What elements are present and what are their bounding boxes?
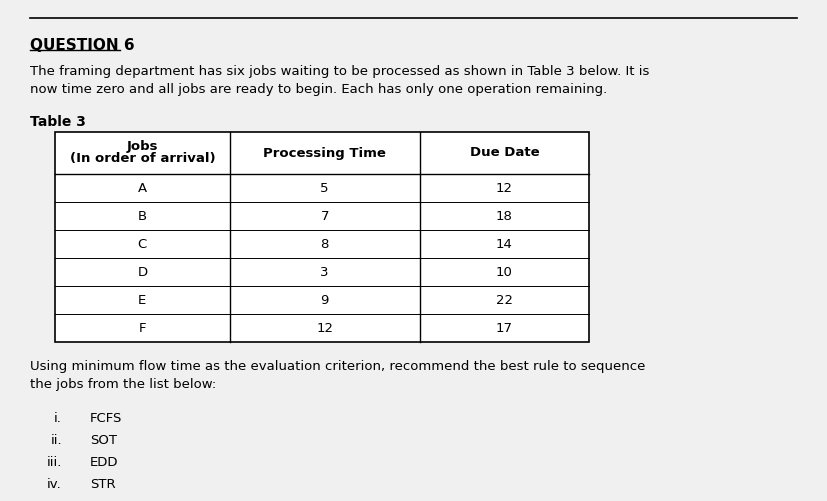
- Text: iii.: iii.: [46, 456, 62, 469]
- Bar: [55, 132, 589, 342]
- Text: QUESTION 6: QUESTION 6: [30, 38, 135, 53]
- Text: STR: STR: [90, 478, 116, 491]
- Text: C: C: [137, 237, 146, 250]
- Text: 5: 5: [320, 181, 328, 194]
- Text: 3: 3: [320, 266, 328, 279]
- Text: A: A: [137, 181, 146, 194]
- Text: FCFS: FCFS: [90, 412, 122, 425]
- Text: The framing department has six jobs waiting to be processed as shown in Table 3 : The framing department has six jobs wait…: [30, 65, 648, 96]
- Text: iv.: iv.: [47, 478, 62, 491]
- Text: 14: 14: [495, 237, 512, 250]
- Text: 10: 10: [495, 266, 512, 279]
- Text: B: B: [137, 209, 146, 222]
- Text: 12: 12: [495, 181, 512, 194]
- Text: EDD: EDD: [90, 456, 118, 469]
- Text: Table 3: Table 3: [30, 115, 86, 129]
- Text: D: D: [137, 266, 147, 279]
- Text: SOT: SOT: [90, 434, 117, 447]
- Text: 12: 12: [316, 322, 332, 335]
- Text: 7: 7: [320, 209, 328, 222]
- Text: E: E: [138, 294, 146, 307]
- Text: 18: 18: [495, 209, 512, 222]
- Text: i.: i.: [54, 412, 62, 425]
- Text: 8: 8: [320, 237, 328, 250]
- Text: Due Date: Due Date: [469, 146, 538, 159]
- Text: Processing Time: Processing Time: [263, 146, 385, 159]
- Text: F: F: [138, 322, 146, 335]
- Text: 17: 17: [495, 322, 512, 335]
- Text: Jobs: Jobs: [127, 140, 158, 153]
- Text: (In order of arrival): (In order of arrival): [69, 152, 215, 165]
- Text: Using minimum flow time as the evaluation criterion, recommend the best rule to : Using minimum flow time as the evaluatio…: [30, 360, 644, 391]
- Text: 22: 22: [495, 294, 512, 307]
- Text: ii.: ii.: [50, 434, 62, 447]
- Text: 9: 9: [320, 294, 328, 307]
